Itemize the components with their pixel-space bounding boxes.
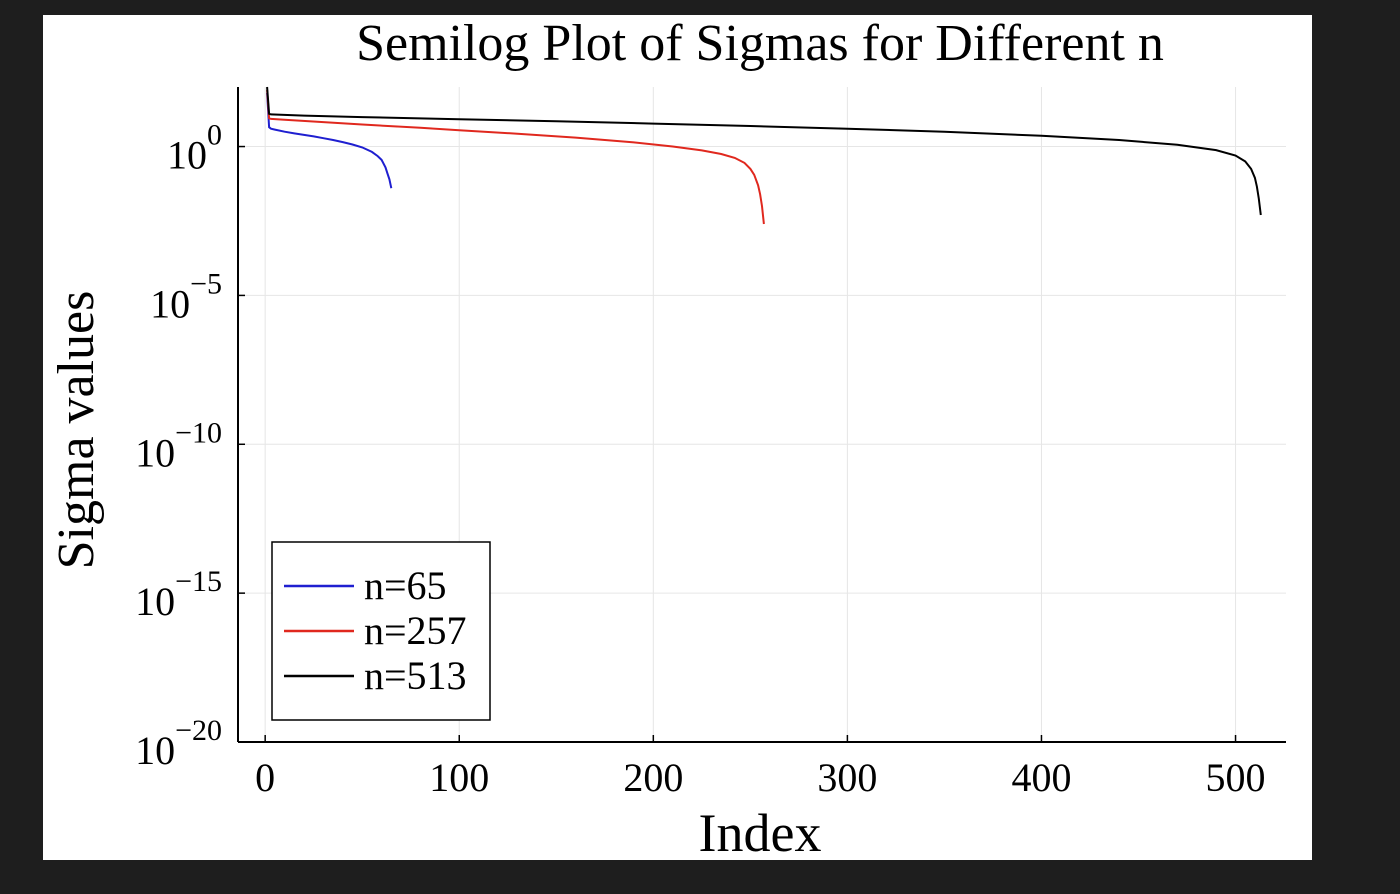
series-line-n-257	[266, 89, 765, 225]
x-tick-label: 100	[429, 755, 489, 800]
y-tick-label: 10−10	[135, 416, 222, 475]
legend-label: n=65	[364, 563, 447, 608]
x-axis-label: Index	[699, 803, 822, 860]
y-tick-exponent: 0	[207, 119, 222, 152]
x-tick-label: 300	[817, 755, 877, 800]
x-tick-label: 400	[1011, 755, 1071, 800]
y-tick-exponent: −20	[175, 714, 222, 747]
y-tick-base: 10	[135, 430, 175, 475]
x-tick-label: 200	[623, 755, 683, 800]
legend-label: n=257	[364, 608, 467, 653]
y-tick-label: 10−15	[135, 565, 222, 624]
x-tick-labels: 0 100 200 300 400 500	[255, 755, 1265, 800]
y-tick-label: 10−20	[135, 714, 222, 773]
series-line-n-65	[266, 92, 393, 189]
axes	[237, 87, 1286, 743]
y-tick-label: 10−5	[150, 267, 222, 326]
y-axis-label: Sigma values	[48, 291, 105, 570]
legend-label: n=513	[364, 653, 467, 698]
series-lines	[266, 86, 1262, 225]
chart-title: Semilog Plot of Sigmas for Different n	[356, 15, 1164, 72]
y-tick-exponent: −15	[175, 565, 222, 598]
series-line-n-513	[266, 86, 1262, 216]
x-tick-label: 0	[255, 755, 275, 800]
figure: Semilog Plot of Sigmas for Different n 0…	[43, 15, 1312, 860]
chart: Semilog Plot of Sigmas for Different n 0…	[48, 15, 1286, 860]
y-tick-base: 10	[135, 579, 175, 624]
y-tick-base: 10	[135, 728, 175, 773]
y-tick-exponent: −10	[175, 416, 222, 449]
y-tick-base: 10	[150, 281, 190, 326]
y-tick-base: 10	[167, 133, 207, 178]
y-tick-exponent: −5	[190, 267, 222, 300]
x-tick-label: 500	[1206, 755, 1266, 800]
y-tick-label: 100	[167, 119, 222, 178]
